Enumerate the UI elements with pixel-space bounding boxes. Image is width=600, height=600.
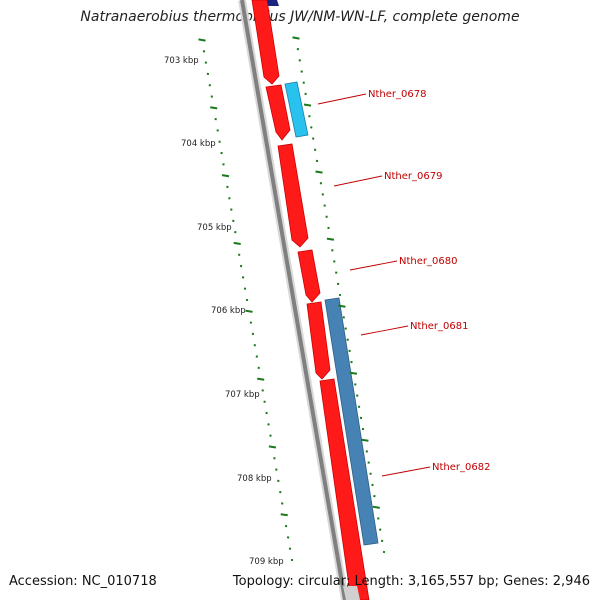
scale-label: 705 kbp [197,223,232,233]
scale-tick-major [326,237,335,241]
genome-title: Natranaerobius thermophilus JW/NM-WN-LF,… [80,9,520,25]
gene-leader-line [333,175,383,187]
accession-text: Accession: NC_010718 [9,574,157,589]
scale-label: 703 kbp [164,56,199,66]
gene-arrow-red [277,143,309,248]
scale-tick-major [303,103,312,107]
scale-tick-major [280,513,288,517]
gene-arrow-red [319,378,370,600]
genome-summary-text: Topology: circular; Length: 3,165,557 bp… [232,574,590,589]
gene-leader-line [317,93,367,105]
gene-leader-line [360,325,409,336]
gene-box-blue [324,297,379,546]
scale-tick-major [198,38,206,42]
gene-label[interactable]: Nther_0679 [384,171,442,182]
scale-tick-major [372,505,380,509]
red-gene-track [251,0,370,600]
scale-ticks-right [292,36,386,554]
scale-tick-major [338,304,346,308]
gene-arrow-red [297,249,321,303]
scale-tick-major [221,174,230,178]
gene-label[interactable]: Nther_0680 [399,256,457,267]
gene-label[interactable]: Nther_0678 [368,89,426,100]
scale-tick-major [257,377,265,381]
gene-label[interactable]: Nther_0682 [432,462,490,473]
scale-tick-major [361,438,369,442]
scale-label: 707 kbp [225,390,260,400]
reverse-gene-track [284,81,379,546]
scale-label: 708 kbp [237,474,272,484]
gene-box-cyan [284,81,309,138]
gene-arrow-red [251,0,280,85]
scale-tick-major [315,170,323,174]
gene-arrow-red [265,84,291,141]
scale-tick-major [349,371,358,375]
scale-label: 709 kbp [249,557,284,567]
scale-tick-major [233,241,241,245]
gene-leader-line [349,260,398,271]
scale-ticks-left [198,38,294,562]
scale-label: 706 kbp [211,306,246,316]
gene-labels: Nther_0678 Nther_0679 Nther_0680 Nther_0… [368,89,490,473]
scale-tick-major [245,309,253,313]
gene-arrow-shadow [343,586,360,600]
scale-label: 704 kbp [181,139,216,149]
scale-tick-major [292,36,300,40]
scale-labels: 703 kbp 704 kbp 705 kbp 706 kbp 707 kbp … [164,56,284,567]
gene-leader-line [381,466,431,477]
gene-arrow-red [306,301,331,380]
gene-leader-lines [317,93,431,477]
gene-label[interactable]: Nther_0681 [410,321,468,332]
scale-tick-major [268,445,277,449]
scale-tick-major [210,106,218,110]
backbone-line [240,0,347,600]
